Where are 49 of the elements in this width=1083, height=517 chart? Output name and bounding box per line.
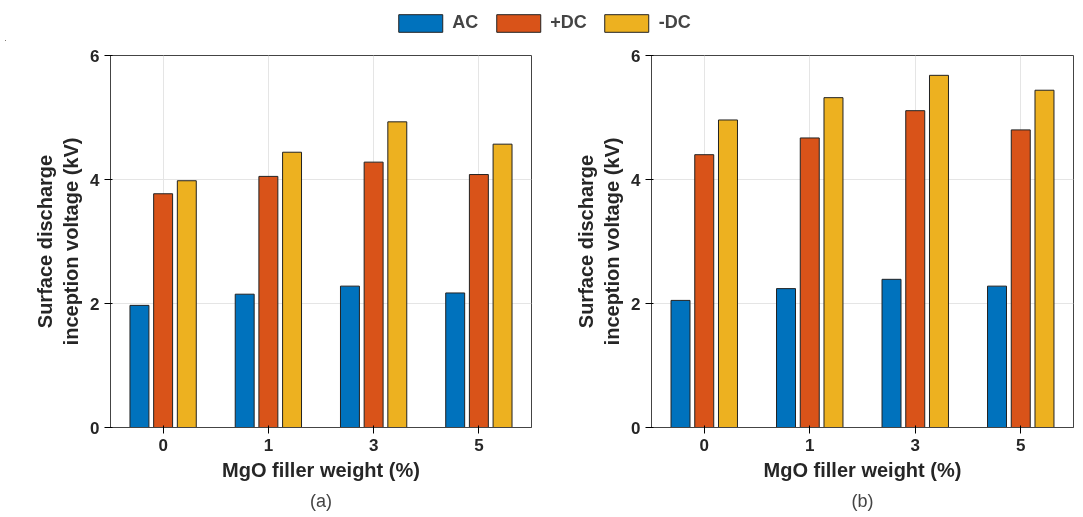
legend-label: +DC — [550, 12, 587, 33]
bar — [928, 74, 949, 428]
bar — [234, 293, 255, 428]
legend-label: -DC — [658, 12, 691, 33]
x-tick-label: 5 — [1016, 435, 1026, 455]
x-tick-label: 1 — [263, 435, 274, 455]
text: (a) — [310, 490, 332, 511]
bar — [445, 292, 466, 428]
y-tick-label: 4 — [631, 170, 642, 190]
bar — [1010, 129, 1031, 428]
legend-label: AC — [452, 12, 479, 33]
text: (b) — [851, 490, 874, 511]
bar — [492, 143, 513, 428]
x-tick-label: 5 — [474, 435, 484, 455]
bar — [282, 151, 303, 428]
bar — [1034, 89, 1055, 428]
bar — [129, 304, 150, 428]
x-axis-title: MgO filler weight (%) — [222, 458, 420, 481]
bar — [363, 161, 384, 428]
y-tick-label: 0 — [90, 418, 100, 438]
bar — [339, 285, 360, 428]
x-tick-label: 1 — [805, 435, 815, 455]
y-tick-label: 6 — [631, 46, 641, 66]
bar — [694, 154, 715, 428]
bar — [468, 174, 489, 428]
bar — [717, 119, 738, 428]
x-tick-label: 0 — [158, 435, 168, 455]
bar — [881, 278, 902, 428]
x-tick-label: 3 — [910, 435, 920, 455]
bar — [799, 137, 820, 428]
bar — [905, 110, 926, 428]
y-axis-title: Surface discharge inception voltage (kV) — [33, 137, 83, 346]
bar — [153, 193, 174, 428]
bar — [987, 285, 1008, 428]
bar — [258, 175, 279, 428]
bar — [387, 121, 408, 428]
y-tick-label: 2 — [631, 294, 641, 314]
x-tick-label: 0 — [699, 435, 709, 455]
bar — [176, 180, 197, 428]
bar — [670, 299, 691, 428]
y-tick-label: 2 — [90, 294, 100, 314]
y-axis-title: Surface discharge inception voltage (kV) — [574, 137, 624, 346]
y-tick-label: 6 — [90, 46, 100, 66]
y-tick-label: 0 — [631, 418, 641, 438]
bar — [776, 288, 797, 428]
x-axis-title: MgO filler weight (%) — [763, 458, 962, 481]
y-tick-label: 4 — [90, 170, 101, 190]
bar — [823, 97, 844, 428]
x-tick-label: 3 — [368, 435, 379, 455]
